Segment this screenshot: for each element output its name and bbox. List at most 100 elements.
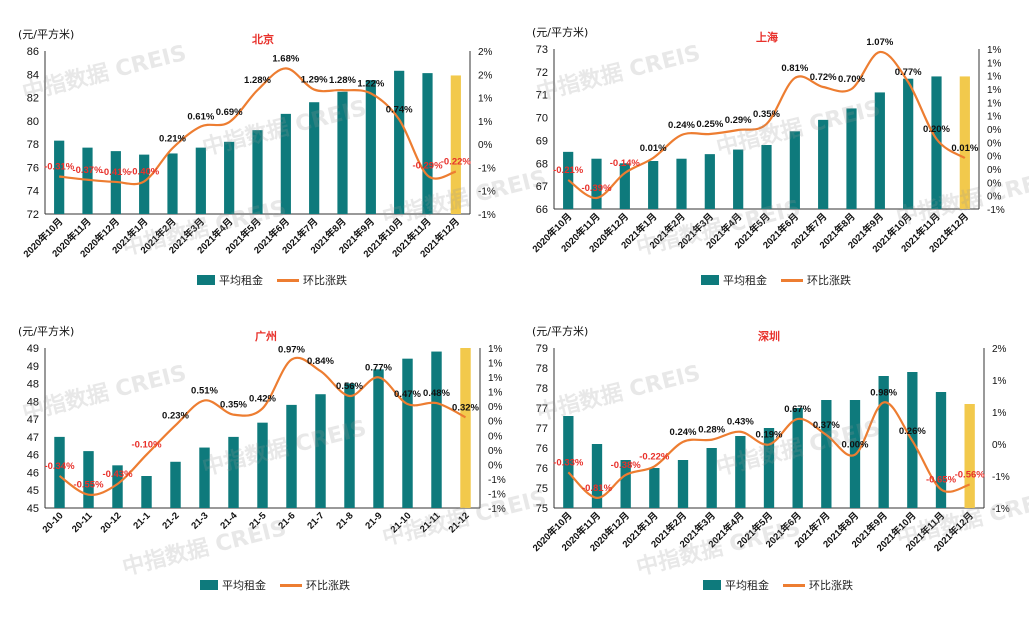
- data-label: 0.77%: [895, 67, 922, 78]
- data-label: -0.14%: [610, 158, 641, 169]
- bar: [648, 161, 659, 209]
- x-tick-label: 21-6: [276, 510, 297, 531]
- data-label: 0.01%: [640, 143, 667, 154]
- y-tick-label: 68: [536, 158, 548, 170]
- y2-tick-label: 0%: [987, 138, 1002, 149]
- bar: [315, 394, 326, 508]
- bar: [763, 428, 775, 508]
- y-axis-unit: (元/平方米): [18, 325, 75, 338]
- y2-tick-label: 0%: [488, 431, 503, 442]
- y-tick-label: 47: [27, 414, 39, 426]
- y-axis-unit: (元/平方米): [532, 26, 589, 39]
- bar: [959, 76, 970, 209]
- legend-swatch-bar: [197, 275, 215, 285]
- y-tick-label: 78: [536, 363, 548, 375]
- legend-item-change: 环比涨跌: [280, 577, 350, 593]
- x-tick-label: 21-4: [218, 510, 240, 532]
- bar: [761, 145, 772, 209]
- y2-tick-label: 1%: [488, 359, 503, 370]
- legend-swatch-bar: [200, 580, 218, 590]
- y2-tick-label: 1%: [987, 58, 1002, 69]
- y2-tick-label: 0%: [488, 417, 503, 428]
- legend: 平均租金 环比涨跌: [703, 577, 853, 593]
- series-line: [58, 356, 467, 496]
- y-axis-unit: (元/平方米): [18, 28, 75, 41]
- x-tick-label: 21-2: [160, 510, 181, 531]
- y-tick-label: 76: [27, 162, 39, 174]
- y-tick-label: 47: [27, 432, 39, 444]
- data-label: 0.81%: [781, 63, 808, 74]
- y-tick-label: 76: [536, 463, 548, 475]
- y2-tick-label: -1%: [488, 489, 506, 500]
- y2-tick-label: -1%: [992, 504, 1010, 515]
- legend-item-change: 环比涨跌: [781, 272, 851, 288]
- bar: [706, 448, 717, 508]
- bar: [818, 119, 829, 209]
- data-label: 0.32%: [452, 402, 479, 413]
- y-tick-label: 69: [536, 135, 548, 147]
- bar: [878, 376, 889, 508]
- data-label: 0.24%: [670, 427, 697, 438]
- y2-tick-label: 1%: [987, 72, 1002, 83]
- data-label: 0.00%: [842, 440, 869, 451]
- legend-item-change: 环比涨跌: [277, 272, 347, 288]
- y-tick-label: 45: [27, 503, 39, 515]
- legend-item-rent: 平均租金: [701, 272, 767, 288]
- bar: [620, 460, 631, 508]
- data-label: -0.81%: [582, 483, 613, 494]
- chart-svg: 66 67 68 69 70 71 72 73 -1% 0% 0% 0% 0% 0% 0% 1% 1% 1% 1% 1…: [530, 37, 1005, 255]
- y2-tick-label: -1%: [488, 475, 506, 486]
- bar: [344, 383, 355, 508]
- data-label: 0.77%: [365, 362, 392, 373]
- bar: [54, 436, 65, 508]
- data-label: 0.70%: [838, 74, 865, 85]
- y-tick-label: 78: [536, 383, 548, 395]
- data-label: -0.33%: [553, 457, 584, 468]
- bar: [591, 444, 603, 508]
- y-tick-label: 76: [536, 443, 548, 455]
- y-tick-label: 75: [536, 503, 548, 515]
- data-label: 0.98%: [870, 387, 897, 398]
- bar: [195, 147, 206, 214]
- y-tick-label: 72: [27, 209, 39, 221]
- y2-tick-label: 0%: [992, 440, 1007, 451]
- data-label: -0.65%: [926, 474, 957, 485]
- series-line: [59, 67, 457, 186]
- data-label: 0.48%: [423, 388, 450, 399]
- chart-title: 广州: [255, 330, 277, 343]
- data-label: -0.34%: [44, 461, 75, 472]
- data-label: -0.38%: [611, 460, 642, 471]
- y-tick-label: 77: [536, 403, 548, 415]
- data-label: 0.23%: [162, 410, 189, 421]
- data-label: 0.26%: [899, 426, 926, 437]
- chart-svg: 75 75 76 76 77 77 78 78 79 -1% -1% 0% 1% 1% 2% -0.33% -0…: [530, 343, 1010, 554]
- series-line: [567, 50, 966, 200]
- data-label: 0.20%: [923, 124, 950, 135]
- y2-tick-label: 2%: [992, 344, 1007, 355]
- y2-tick-label: 2%: [478, 70, 493, 81]
- y2-tick-label: 1%: [987, 45, 1002, 56]
- bar: [83, 451, 94, 508]
- bar: [821, 400, 832, 508]
- y2-tick-label: 1%: [987, 98, 1002, 109]
- bar: [286, 404, 297, 508]
- y2-tick-label: 0%: [987, 178, 1002, 189]
- legend-swatch-line: [277, 278, 299, 282]
- y-tick-label: 72: [536, 67, 548, 79]
- y2-tick-label: 2%: [478, 47, 493, 58]
- data-label: 1.28%: [244, 75, 271, 86]
- data-label: -0.22%: [639, 451, 670, 462]
- bar: [931, 76, 942, 209]
- y-tick-label: 82: [27, 93, 39, 105]
- data-label: 0.37%: [813, 420, 840, 431]
- bar: [431, 351, 442, 508]
- data-label: 0.35%: [753, 109, 780, 120]
- y2-tick-label: 0%: [488, 402, 503, 413]
- data-label: -0.39%: [581, 183, 612, 194]
- y-tick-label: 79: [536, 343, 548, 355]
- bar: [373, 369, 384, 508]
- y2-tick-label: 1%: [478, 117, 493, 128]
- data-label: 0.19%: [756, 430, 783, 441]
- legend-swatch-bar: [701, 275, 719, 285]
- legend-label-change: 环比涨跌: [809, 579, 853, 592]
